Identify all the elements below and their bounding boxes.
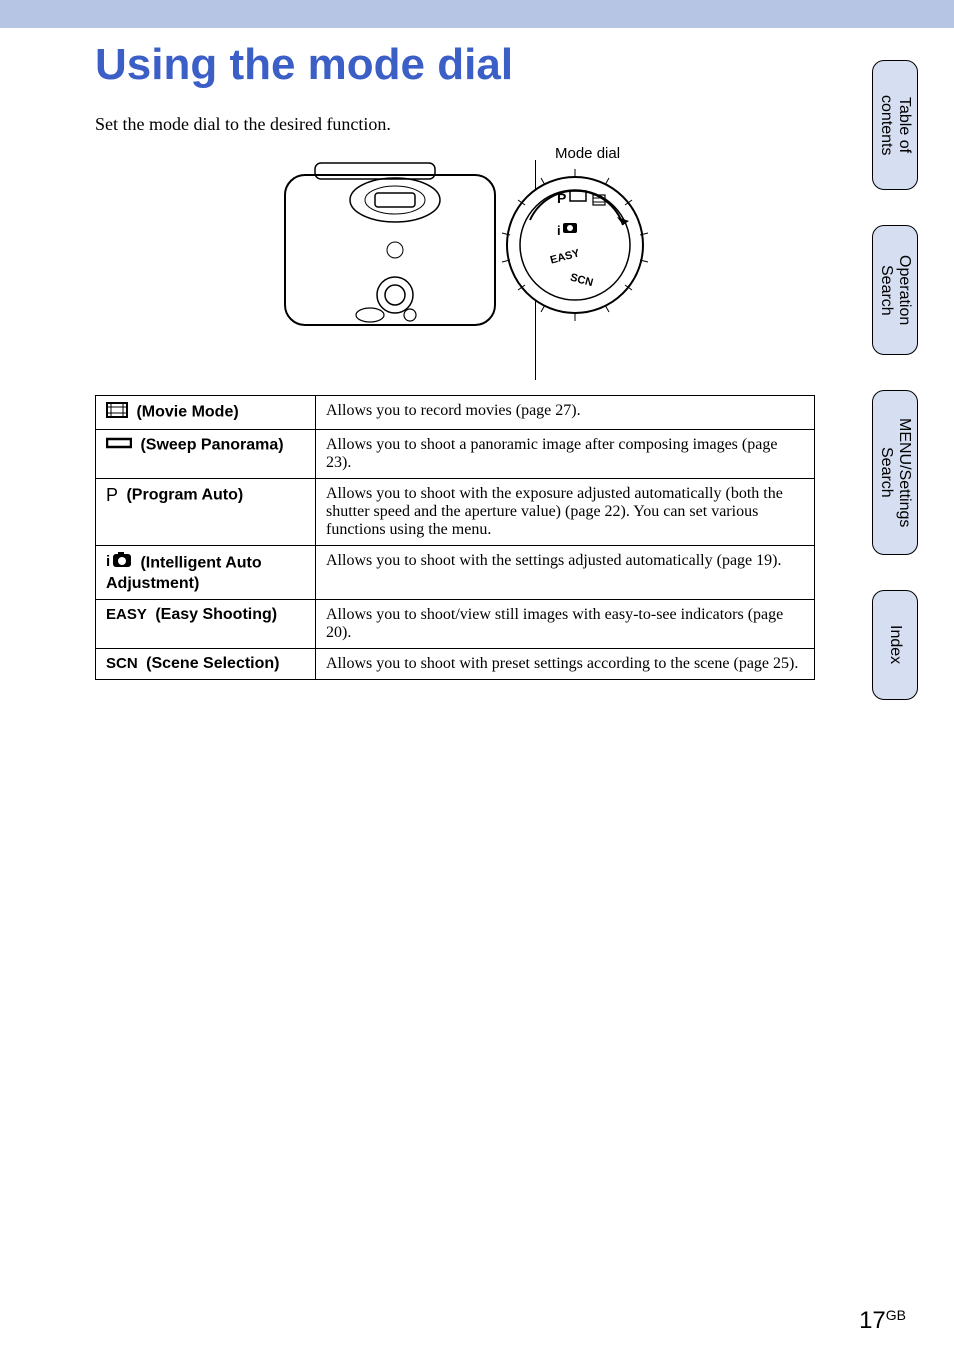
page-number-suffix: GB (886, 1307, 906, 1323)
svg-text:i: i (106, 553, 110, 570)
mode-label-iauto: i (Intelligent Auto Adjustment) (96, 546, 316, 600)
mode-desc: Allows you to shoot/view still images wi… (316, 600, 815, 649)
table-row: (Sweep Panorama) Allows you to shoot a p… (96, 430, 815, 479)
mode-label-easy: EASY (Easy Shooting) (96, 600, 316, 649)
mode-label-text: (Movie Mode) (136, 404, 238, 421)
page-number-value: 17 (859, 1307, 886, 1334)
tab-line1: Index (887, 625, 904, 664)
top-color-band (0, 0, 954, 28)
movie-icon (106, 402, 128, 423)
mode-label-text: (Easy Shooting) (155, 606, 277, 623)
tab-line2: Search (878, 447, 895, 498)
tab-line1: MENU/Settings (896, 418, 913, 527)
page-number: 17GB (859, 1307, 906, 1335)
table-row: i (Intelligent Auto Adjustment) Allows y… (96, 546, 815, 600)
mode-desc: Allows you to shoot with the settings ad… (316, 546, 815, 600)
tab-menu-settings-search[interactable]: MENU/Settings Search (872, 390, 918, 555)
easy-icon: EASY (106, 606, 147, 623)
mode-label-program: P (Program Auto) (96, 479, 316, 546)
mode-dial-detail: P i EASY SCN (495, 165, 655, 325)
table-row: SCN (Scene Selection) Allows you to shoo… (96, 649, 815, 680)
figure-label: Mode dial (555, 145, 620, 162)
program-icon: P (106, 485, 118, 506)
svg-text:i: i (557, 223, 561, 238)
iauto-icon: i (106, 552, 132, 575)
tab-line2: contents (878, 95, 895, 155)
mode-label-movie: (Movie Mode) (96, 396, 316, 430)
intro-text: Set the mode dial to the desired functio… (95, 114, 815, 135)
tab-menu-label: MENU/Settings Search (877, 418, 913, 527)
tab-op-label: Operation Search (877, 255, 913, 325)
main-content: Using the mode dial Set the mode dial to… (95, 40, 815, 680)
mode-label-panorama: (Sweep Panorama) (96, 430, 316, 479)
table-row: P (Program Auto) Allows you to shoot wit… (96, 479, 815, 546)
tab-toc-label: Table of contents (877, 95, 913, 155)
table-row: EASY (Easy Shooting) Allows you to shoot… (96, 600, 815, 649)
table-row: (Movie Mode) Allows you to record movies… (96, 396, 815, 430)
tab-line2: Search (878, 265, 895, 316)
tab-line1: Operation (896, 255, 913, 325)
tab-index-label: Index (886, 625, 904, 664)
mode-desc: Allows you to shoot with the exposure ad… (316, 479, 815, 546)
tab-toc[interactable]: Table of contents (872, 60, 918, 190)
mode-label-text: (Program Auto) (126, 487, 243, 504)
panorama-icon (106, 436, 132, 455)
camera-illustration (275, 155, 505, 345)
mode-desc: Allows you to shoot with preset settings… (316, 649, 815, 680)
mode-table: (Movie Mode) Allows you to record movies… (95, 395, 815, 680)
mode-label-text: (Sweep Panorama) (140, 437, 283, 454)
tab-line1: Table of (896, 97, 913, 153)
tab-index[interactable]: Index (872, 590, 918, 700)
mode-desc: Allows you to record movies (page 27). (316, 396, 815, 430)
mode-desc: Allows you to shoot a panoramic image af… (316, 430, 815, 479)
mode-label-text: (Scene Selection) (146, 655, 279, 672)
mode-label-scn: SCN (Scene Selection) (96, 649, 316, 680)
tab-operation-search[interactable]: Operation Search (872, 225, 918, 355)
figure: Mode dial (95, 145, 815, 385)
scn-icon: SCN (106, 655, 138, 672)
page-title: Using the mode dial (95, 40, 815, 90)
